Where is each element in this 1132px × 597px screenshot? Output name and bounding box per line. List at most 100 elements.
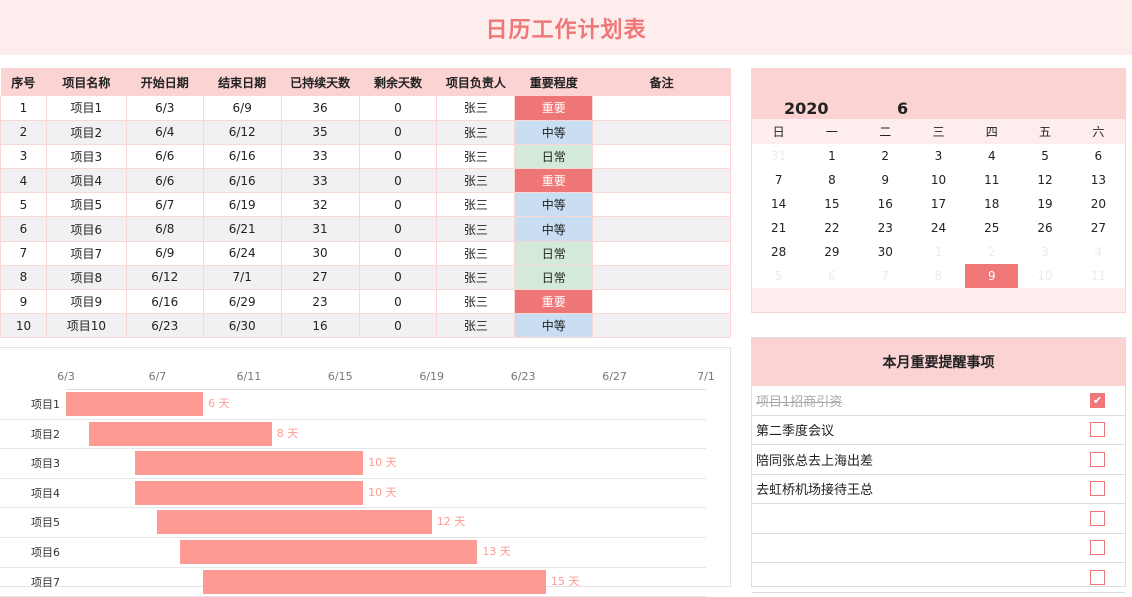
cell-owner[interactable]: 张三 <box>436 216 516 242</box>
cell-name[interactable]: 项目4 <box>45 168 127 194</box>
cell-level[interactable]: 重要 <box>514 96 594 121</box>
cell-start[interactable]: 6/6 <box>125 168 204 194</box>
calendar-day[interactable]: 30 <box>877 245 893 259</box>
calendar-day[interactable]: 26 <box>1037 221 1053 235</box>
calendar-day[interactable]: 1 <box>934 245 943 259</box>
cell-start[interactable]: 6/23 <box>125 313 204 339</box>
cell-start[interactable]: 6/8 <box>125 216 204 242</box>
cell-owner[interactable]: 张三 <box>436 144 516 170</box>
calendar-day[interactable]: 6 <box>1094 149 1103 163</box>
cell-level[interactable]: 重要 <box>514 289 594 315</box>
calendar-day[interactable]: 29 <box>824 245 840 259</box>
cell-owner[interactable]: 张三 <box>436 96 516 121</box>
calendar-day[interactable]: 11 <box>1090 269 1106 283</box>
cell-remaining[interactable]: 0 <box>358 168 438 194</box>
cell-level[interactable]: 中等 <box>514 120 594 145</box>
cell-end[interactable]: 6/19 <box>202 192 282 218</box>
calendar-day[interactable]: 27 <box>1090 221 1106 235</box>
cell-elapsed[interactable]: 36 <box>280 96 360 121</box>
cell-note[interactable] <box>592 168 731 194</box>
cell-elapsed[interactable]: 35 <box>280 120 360 145</box>
cell-level[interactable]: 重要 <box>514 168 594 194</box>
cell-remaining[interactable]: 0 <box>358 216 438 242</box>
cell-name[interactable]: 项目5 <box>45 192 127 218</box>
calendar-day[interactable]: 14 <box>771 197 787 211</box>
cell-end[interactable]: 6/29 <box>202 289 282 315</box>
cell-note[interactable] <box>592 265 731 291</box>
cell-no[interactable]: 10 <box>0 313 47 339</box>
cell-remaining[interactable]: 0 <box>358 120 438 145</box>
cell-no[interactable]: 9 <box>0 289 47 315</box>
calendar-day[interactable]: 5 <box>1041 149 1049 163</box>
calendar-day[interactable]: 8 <box>934 269 943 283</box>
cell-no[interactable]: 5 <box>0 192 47 218</box>
cell-elapsed[interactable]: 30 <box>280 241 360 266</box>
calendar-day[interactable]: 22 <box>824 221 840 235</box>
cell-note[interactable] <box>592 216 731 242</box>
cell-level[interactable]: 中等 <box>514 192 594 218</box>
cell-note[interactable] <box>592 96 731 121</box>
cell-level[interactable]: 中等 <box>514 313 594 339</box>
gantt-bar[interactable] <box>66 392 204 416</box>
calendar-day[interactable]: 17 <box>930 197 947 211</box>
calendar-day[interactable]: 31 <box>771 149 787 163</box>
cell-start[interactable]: 6/7 <box>125 192 204 218</box>
cell-remaining[interactable]: 0 <box>358 241 438 266</box>
cell-level[interactable]: 日常 <box>514 144 594 170</box>
calendar-year[interactable]: 2020 <box>784 99 829 118</box>
cell-owner[interactable]: 张三 <box>436 265 516 291</box>
calendar-day[interactable]: 10 <box>930 173 947 187</box>
reminder-checkbox[interactable] <box>1090 481 1105 497</box>
calendar-day[interactable]: 15 <box>824 197 840 211</box>
cell-level[interactable]: 日常 <box>514 241 594 266</box>
reminder-checkbox[interactable]: ✔ <box>1090 392 1105 408</box>
cell-elapsed[interactable]: 27 <box>280 265 360 291</box>
calendar-day[interactable]: 28 <box>771 245 787 259</box>
reminder-checkbox[interactable] <box>1090 540 1105 556</box>
cell-note[interactable] <box>592 241 731 266</box>
cell-name[interactable]: 项目8 <box>45 265 127 291</box>
calendar-day[interactable]: 5 <box>774 269 783 283</box>
calendar-day[interactable]: 8 <box>828 173 836 187</box>
calendar-day[interactable]: 16 <box>877 197 893 211</box>
cell-note[interactable] <box>592 289 731 315</box>
reminder-checkbox[interactable] <box>1090 422 1105 438</box>
cell-elapsed[interactable]: 31 <box>280 216 360 242</box>
gantt-bar[interactable] <box>157 510 432 535</box>
cell-note[interactable] <box>592 144 731 170</box>
calendar-day[interactable]: 3 <box>934 149 943 163</box>
cell-start[interactable]: 6/4 <box>125 120 204 145</box>
gantt-bar[interactable] <box>180 540 478 564</box>
cell-end[interactable]: 6/12 <box>202 120 282 145</box>
calendar-day[interactable]: 25 <box>984 221 1000 235</box>
cell-remaining[interactable]: 0 <box>358 289 438 315</box>
calendar-day[interactable]: 23 <box>877 221 893 235</box>
calendar-day[interactable]: 21 <box>771 221 787 235</box>
cell-start[interactable]: 6/6 <box>125 144 204 170</box>
cell-remaining[interactable]: 0 <box>358 192 438 218</box>
cell-end[interactable]: 7/1 <box>202 265 282 291</box>
calendar-day[interactable]: 2 <box>881 149 890 163</box>
cell-end[interactable]: 6/9 <box>202 96 282 121</box>
gantt-bar[interactable] <box>88 421 272 446</box>
cell-end[interactable]: 6/16 <box>202 168 282 194</box>
cell-name[interactable]: 项目2 <box>45 120 127 145</box>
cell-start[interactable]: 6/16 <box>125 289 204 315</box>
cell-end[interactable]: 6/24 <box>202 241 282 266</box>
cell-no[interactable]: 4 <box>0 168 47 194</box>
cell-level[interactable]: 日常 <box>514 265 594 291</box>
calendar-day[interactable]: 10 <box>1037 269 1053 283</box>
cell-end[interactable]: 6/30 <box>202 313 282 339</box>
reminder-text[interactable]: 项目1招商引资 <box>756 394 843 410</box>
cell-elapsed[interactable]: 33 <box>280 168 360 194</box>
calendar-day[interactable]: 4 <box>1094 245 1103 259</box>
cell-owner[interactable]: 张三 <box>436 168 516 194</box>
cell-end[interactable]: 6/16 <box>202 144 282 170</box>
reminder-checkbox[interactable] <box>1090 451 1105 467</box>
cell-end[interactable]: 6/21 <box>202 216 282 242</box>
reminder-checkbox[interactable] <box>1090 569 1105 585</box>
cell-name[interactable]: 项目1 <box>45 96 127 121</box>
cell-elapsed[interactable]: 23 <box>280 289 360 315</box>
cell-remaining[interactable]: 0 <box>358 144 438 170</box>
cell-elapsed[interactable]: 16 <box>280 313 360 339</box>
